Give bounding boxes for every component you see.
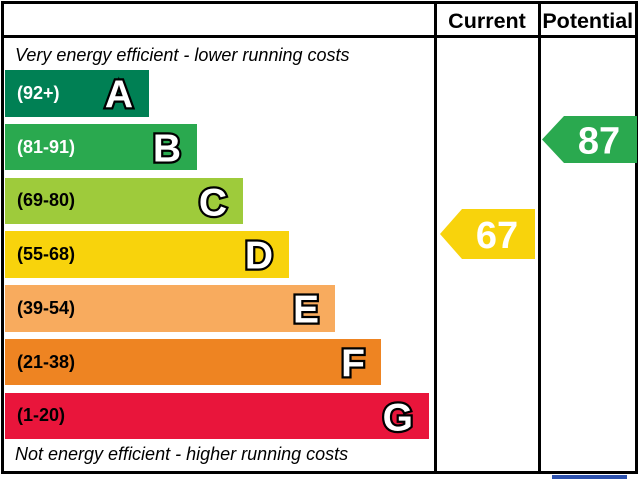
svg-text:E: E	[293, 288, 319, 331]
table-border-top	[1, 1, 638, 4]
band-g-letter: G	[380, 394, 415, 440]
band-e: (39-54) E	[5, 285, 335, 332]
band-f: (21-38) F	[5, 338, 381, 386]
band-f-range-label: (21-38)	[17, 351, 76, 372]
band-a-letter: A	[103, 71, 135, 117]
band-d-letter: D	[243, 232, 275, 278]
table-divider-current-column	[433, 1, 437, 474]
potential-rating-arrow: 87	[542, 116, 637, 163]
potential-column-header: Potential	[542, 9, 634, 33]
band-c-letter: C	[197, 179, 229, 225]
table-border-right	[635, 1, 638, 474]
potential-rating-value: 87	[578, 121, 620, 163]
band-g-range-label: (1-20)	[17, 405, 66, 426]
current-column-header: Current	[448, 9, 526, 33]
band-c: (69-80) C	[5, 177, 243, 225]
band-e-range-label: (39-54)	[17, 297, 76, 318]
band-d-range-label: (55-68)	[17, 244, 76, 264]
current-rating-arrow: 67	[440, 208, 535, 259]
band-g: (1-20) G	[5, 392, 429, 440]
table-border-left	[1, 1, 4, 474]
svg-text:C: C	[199, 181, 227, 224]
svg-text:D: D	[245, 235, 273, 278]
next-section-border-fragment	[552, 475, 627, 479]
band-a: (92+) A	[5, 70, 149, 117]
current-rating-value: 67	[476, 215, 518, 257]
band-e-letter: E	[291, 286, 321, 332]
band-b-range-label: (81-91)	[17, 136, 76, 157]
band-b: (81-91) B	[5, 123, 197, 171]
svg-text:A: A	[105, 73, 133, 116]
table-border-bottom	[1, 471, 638, 474]
svg-text:F: F	[341, 342, 365, 385]
table-header-divider	[1, 35, 638, 38]
table-divider-potential-column	[537, 1, 541, 474]
band-a-range-label: (92+)	[17, 82, 60, 103]
band-b-letter: B	[151, 125, 183, 171]
svg-text:B: B	[153, 127, 181, 170]
caption-very-efficient: Very energy efficient - lower running co…	[15, 45, 350, 65]
svg-text:G: G	[383, 396, 413, 439]
caption-not-efficient: Not energy efficient - higher running co…	[15, 444, 349, 464]
band-f-letter: F	[339, 340, 367, 386]
band-c-range-label: (69-80)	[17, 190, 76, 211]
band-d: (55-68) D	[5, 231, 289, 278]
